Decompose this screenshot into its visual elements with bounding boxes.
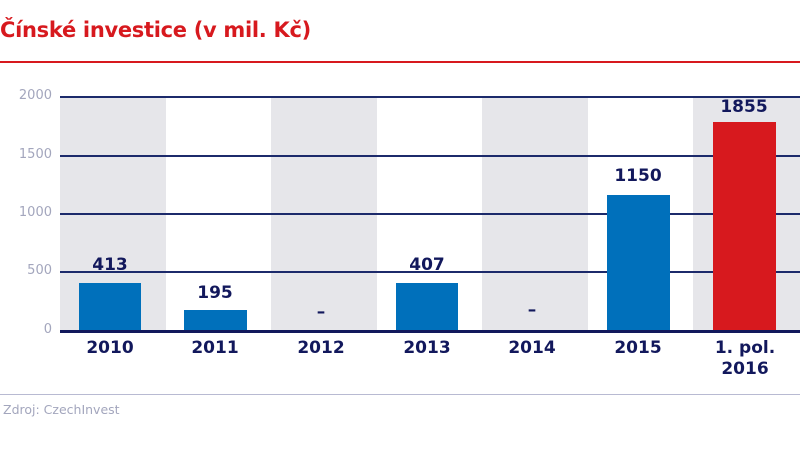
value-label-2013: 407	[409, 255, 445, 275]
footer-divider	[0, 394, 800, 395]
bar-2011	[184, 310, 247, 331]
bar-2015	[607, 195, 670, 331]
bar-2016-h1	[713, 122, 776, 331]
x-label-2011: 2011	[191, 338, 239, 358]
x-label-2013: 2013	[403, 338, 451, 358]
bar-2013	[396, 283, 458, 331]
x-label-2015: 2015	[614, 338, 662, 358]
chart-title: Čínské investice (v mil. Kč)	[0, 18, 311, 42]
gridline-1000	[60, 213, 800, 215]
source-note: Zdroj: CzechInvest	[3, 402, 120, 417]
y-tick-label: 0	[43, 322, 52, 337]
x-label-2016: 1. pol. 2016	[714, 338, 776, 379]
gridline-2000	[60, 96, 800, 98]
gridline-500	[60, 271, 800, 273]
x-label-2014: 2014	[508, 338, 556, 358]
gridline-1500	[60, 155, 800, 157]
y-tick-label: 1000	[18, 205, 52, 220]
x-axis-baseline	[60, 330, 800, 333]
value-label-2014: –	[527, 300, 537, 320]
y-tick-label: 1500	[18, 147, 52, 162]
x-label-2012: 2012	[297, 338, 345, 358]
value-label-2011: 195	[197, 283, 233, 303]
y-tick-label: 2000	[18, 88, 52, 103]
value-label-2010: 413	[92, 255, 128, 275]
x-label-2010: 2010	[86, 338, 134, 358]
value-label-2012: –	[316, 302, 326, 322]
y-tick-label: 500	[27, 263, 52, 278]
value-label-2015: 1150	[614, 166, 662, 186]
title-divider	[0, 61, 800, 63]
value-label-2016: 1855	[720, 97, 768, 117]
bar-2010	[79, 283, 141, 331]
